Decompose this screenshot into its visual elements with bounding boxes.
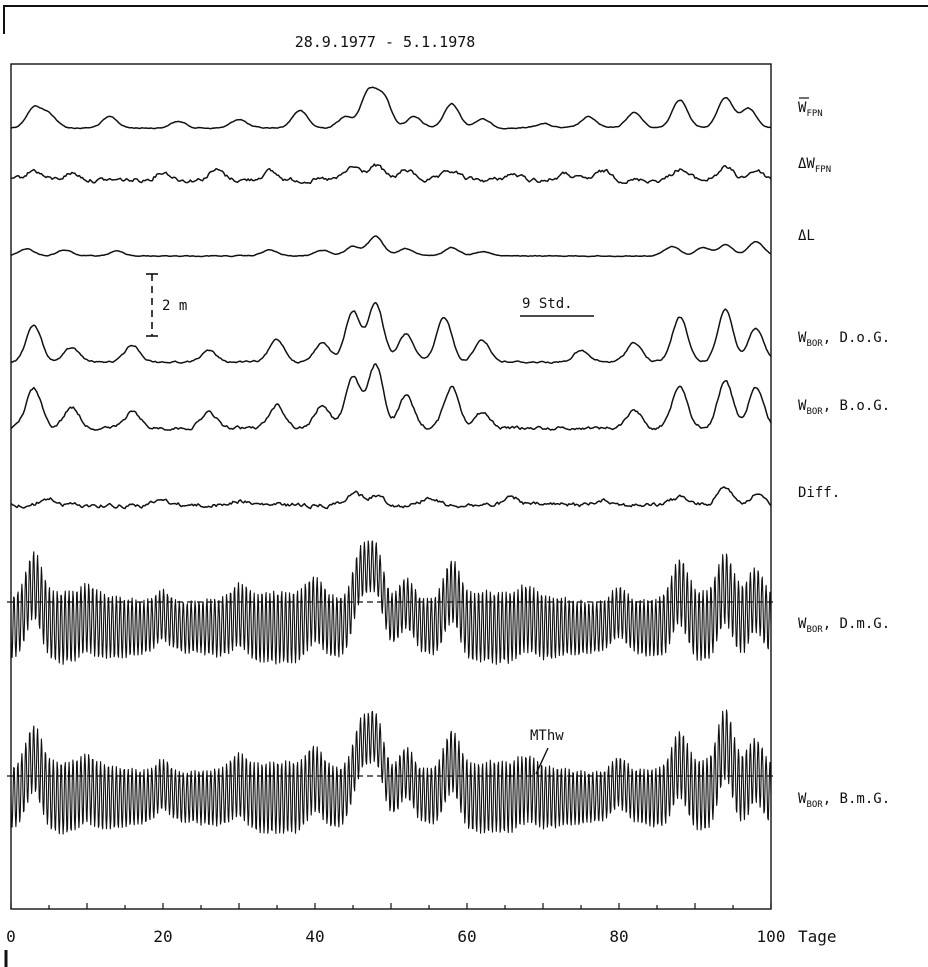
chart-title: 28.9.1977 - 5.1.1978 xyxy=(295,33,476,51)
series-label-7: WBOR, B.m.G. xyxy=(798,791,890,810)
x-tick-label: 100 xyxy=(757,927,786,946)
series-label-5: Diff. xyxy=(798,485,840,501)
series-label-0: WFPN xyxy=(798,100,823,119)
series-label-4: WBOR, B.o.G. xyxy=(798,398,890,417)
series-line-4 xyxy=(10,363,772,431)
series-group xyxy=(7,86,775,835)
mthw-annotation: MThw xyxy=(530,728,564,775)
x-tick-label: 0 xyxy=(6,927,16,946)
scale-bar-label: 2 m xyxy=(162,298,187,314)
page-corner-mark-top xyxy=(3,5,928,34)
series-label-6: WBOR, D.m.G. xyxy=(798,616,890,635)
series-line-7 xyxy=(10,709,772,835)
series-line-6 xyxy=(10,540,772,665)
series-labels: WFPN ΔWFPN ΔL WBOR, D.o.G. WBOR, B.o.G. Diff.… xyxy=(798,97,890,810)
time-bar-9h: 9 Std. xyxy=(520,296,594,317)
series-label-1: ΔWFPN xyxy=(798,156,831,175)
x-tick-label: 80 xyxy=(609,927,628,946)
time-bar-label: 9 Std. xyxy=(522,296,573,312)
x-axis: 0 20 40 60 80 100 xyxy=(6,903,785,946)
series-line-5 xyxy=(10,486,772,510)
series-line-2 xyxy=(10,235,772,258)
x-tick-label: 60 xyxy=(457,927,476,946)
x-tick-label: 20 xyxy=(153,927,172,946)
mthw-label: MThw xyxy=(530,728,564,744)
scale-bar-2m: 2 m xyxy=(146,273,187,337)
series-line-0 xyxy=(10,86,772,130)
x-tick-label: 40 xyxy=(305,927,324,946)
series-label-2: ΔL xyxy=(798,228,815,244)
x-axis-label: Tage xyxy=(798,927,837,946)
series-label-3: WBOR, D.o.G. xyxy=(798,330,890,349)
series-line-3 xyxy=(10,301,772,364)
series-line-1 xyxy=(10,163,772,185)
